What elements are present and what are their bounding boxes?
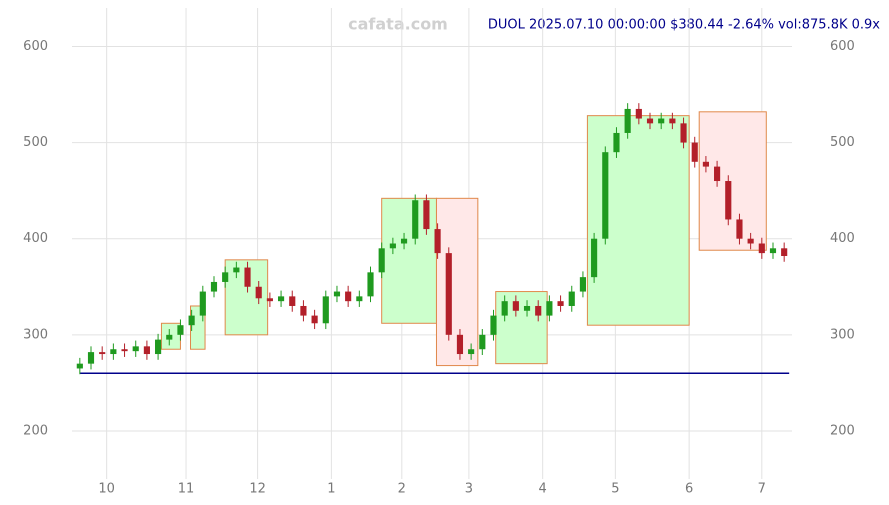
x-tick-label: 4 (539, 482, 547, 497)
candle-body (725, 181, 732, 220)
candle-body (277, 296, 285, 302)
candle-body (658, 118, 665, 124)
y-tick-label: 200 (23, 423, 48, 438)
candle-body (99, 352, 106, 355)
candle-body (501, 301, 508, 316)
candle-body (613, 132, 620, 153)
candle-body (568, 291, 575, 306)
candle-body (311, 315, 318, 324)
candle-body (445, 253, 452, 335)
candle-body (222, 272, 229, 282)
candle-body (680, 123, 687, 143)
y-tick-label: 300 (23, 327, 48, 342)
candle-body (758, 243, 765, 254)
candle-body (546, 301, 553, 316)
candle-body (412, 200, 419, 239)
y-tick-label-right: 300 (830, 327, 855, 342)
candle-body (322, 296, 329, 324)
candle-body (769, 248, 777, 254)
candle-body (468, 349, 475, 355)
candle-body (121, 349, 128, 352)
y-tick-label: 500 (23, 135, 48, 150)
zone (698, 111, 767, 251)
watermark: cafata.com (348, 15, 448, 34)
candle-body (456, 334, 464, 355)
candle-body (356, 296, 363, 302)
x-tick-label: 1 (327, 482, 335, 497)
candle-body (557, 301, 564, 306)
candle-body (244, 267, 251, 287)
candle-body (110, 349, 117, 355)
x-tick-label: 7 (758, 482, 766, 497)
candle-body (579, 277, 587, 292)
candle-body (378, 248, 385, 273)
x-tick-label: 12 (249, 482, 266, 497)
y-tick-label: 600 (23, 39, 48, 54)
candle-body (781, 248, 788, 256)
candle-body (747, 238, 754, 244)
candle-body (166, 334, 173, 340)
candle-body (512, 301, 519, 311)
x-tick-label: 11 (178, 482, 195, 497)
candle-body (255, 286, 262, 299)
candle-body (646, 118, 654, 124)
candle-body (132, 346, 139, 352)
candle-body (345, 291, 352, 302)
candle-body (714, 166, 721, 182)
y-tick-label-right: 200 (830, 423, 855, 438)
x-tick-label: 2 (398, 482, 406, 497)
candle-body (188, 315, 195, 326)
candle-body (233, 267, 240, 273)
candle-body (490, 315, 497, 335)
candle-body (602, 152, 609, 239)
y-tick-label-right: 400 (830, 231, 855, 246)
candle-body (289, 296, 296, 306)
candle-body (367, 272, 374, 297)
candle-body (423, 200, 430, 230)
candle-body (635, 108, 642, 119)
x-tick-label: 10 (98, 482, 115, 497)
x-tick-label: 5 (611, 482, 619, 497)
candle-body (266, 298, 273, 302)
candle-body (143, 346, 150, 355)
candle-body (702, 161, 709, 167)
candle-body (434, 229, 441, 254)
y-tick-label-right: 500 (830, 135, 855, 150)
candle-body (199, 291, 206, 316)
chart-title: DUOL 2025.07.10 00:00:00 $380.44 -2.64% … (488, 18, 880, 33)
candle-body (591, 238, 598, 278)
candle-body (389, 243, 396, 249)
candle-body (669, 118, 676, 124)
candle-body (300, 305, 307, 316)
candle-body (523, 305, 531, 311)
x-tick-label: 6 (685, 482, 693, 497)
candle-body (535, 305, 542, 316)
candle-body (210, 281, 218, 292)
candle-body (155, 339, 162, 355)
candle-body (76, 363, 83, 369)
candle-body (479, 334, 486, 350)
y-tick-label-right: 600 (830, 39, 855, 54)
candle-body (333, 291, 341, 297)
y-tick-label: 400 (23, 231, 48, 246)
candle-body (400, 238, 408, 244)
candle-body (87, 352, 95, 364)
candle-body (177, 325, 184, 335)
candle-body (624, 108, 631, 133)
x-tick-label: 3 (465, 482, 473, 497)
candle-body (736, 219, 743, 239)
candle-body (691, 142, 698, 162)
